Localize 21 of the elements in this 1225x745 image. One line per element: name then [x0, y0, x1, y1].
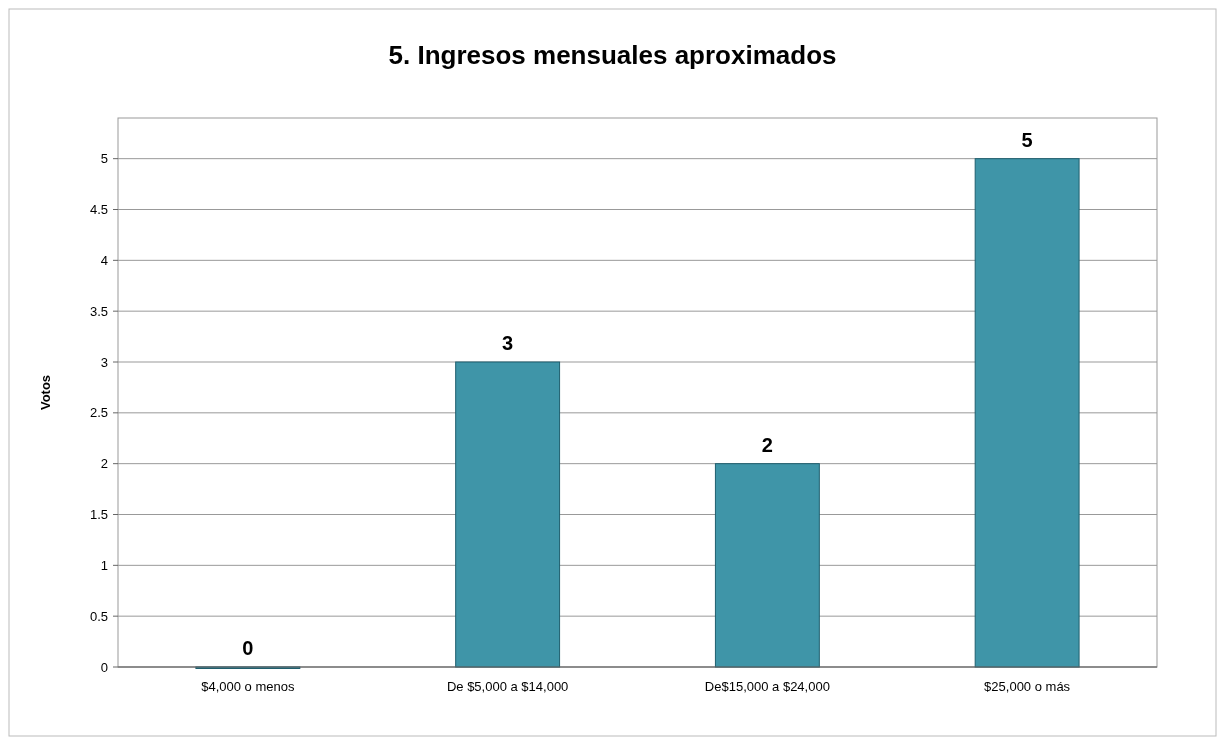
x-tick-label: $4,000 o menos	[201, 679, 295, 694]
x-tick-label: $25,000 o más	[984, 679, 1071, 694]
y-tick-label: 5	[100, 151, 108, 167]
data-label: 2	[761, 433, 773, 456]
x-tick-label: De $5,000 a $14,000	[446, 679, 569, 694]
y-tick-label: 0.5	[89, 608, 108, 624]
y-tick-label: 0	[100, 659, 108, 675]
y-tick-label: 1.5	[89, 507, 108, 523]
data-label: 0	[242, 637, 254, 659]
y-axis-title: Votos	[38, 374, 53, 411]
y-tick-label: 4.5	[89, 202, 108, 218]
data-label: 5	[1021, 128, 1033, 151]
y-tick-label: 4	[100, 252, 108, 268]
x-tick-label: De$15,000 a $24,000	[704, 679, 830, 694]
y-tick-label: 2	[100, 456, 108, 472]
chart-title: 5. Ingresos mensuales aproximados	[388, 40, 837, 70]
y-tick-label: 1	[100, 557, 108, 573]
data-label: 3	[502, 332, 514, 354]
y-tick-label: 3	[100, 354, 108, 370]
y-tick-label: 3.5	[89, 303, 108, 319]
y-tick-label: 2.5	[89, 405, 108, 421]
